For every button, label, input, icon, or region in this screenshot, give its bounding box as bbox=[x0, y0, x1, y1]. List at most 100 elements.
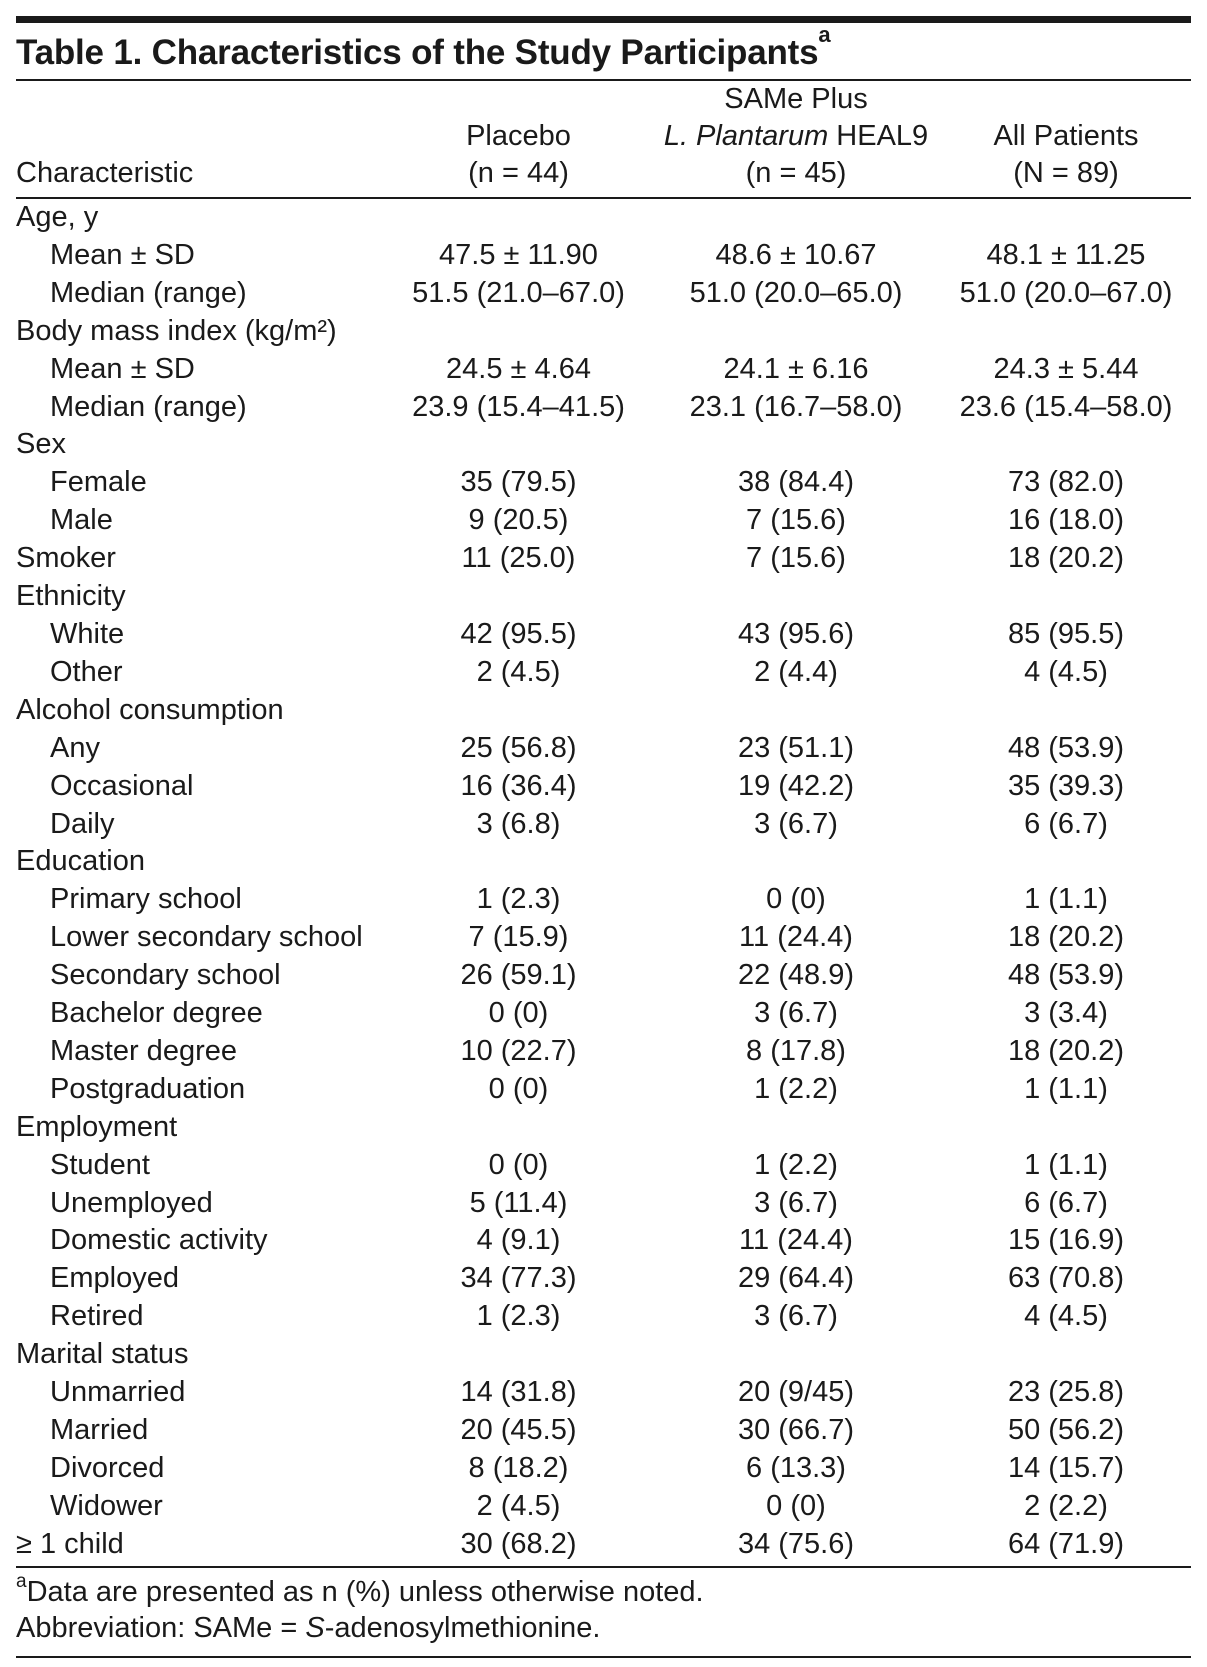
cell-placebo: 10 (22.7) bbox=[460, 1034, 577, 1067]
cell-all bbox=[941, 1336, 1191, 1374]
table-row: Divorced 8 (18.2) 6 (13.3) 14 (15.7) bbox=[16, 1450, 1191, 1488]
cell-same: 7 (15.6) bbox=[746, 504, 846, 537]
cell-placebo: 0 (0) bbox=[488, 1072, 549, 1105]
cell-all: 48 (53.9) bbox=[1007, 731, 1125, 764]
cell-all bbox=[941, 843, 1191, 881]
cell-placebo bbox=[386, 426, 651, 464]
cell-all: 23 (25.8) bbox=[1007, 1376, 1125, 1409]
header-characteristic: Characteristic bbox=[16, 157, 194, 189]
row-label: Body mass index (kg/m²) bbox=[16, 314, 337, 347]
table-row: Age, y bbox=[16, 199, 1191, 237]
title-rule bbox=[16, 79, 1191, 81]
cell-same: 22 (48.9) bbox=[737, 959, 855, 992]
cell-same: 3 (6.7) bbox=[754, 1300, 838, 1333]
table-row: Domestic activity 4 (9.1) 11 (24.4) 15 (16.… bbox=[16, 1222, 1191, 1260]
abbrev-rest: -adenosylmethionine. bbox=[324, 1611, 601, 1644]
cell-same: 51.0 (20.0–65.0) bbox=[689, 276, 903, 309]
cell-placebo: 42 (95.5) bbox=[460, 617, 577, 650]
table-title: Table 1. Characteristics of the Study Pa… bbox=[16, 24, 1191, 79]
cell-all bbox=[941, 199, 1191, 237]
cell-same bbox=[651, 578, 941, 616]
row-label: Married bbox=[50, 1414, 149, 1446]
table-row: Body mass index (kg/m²) bbox=[16, 313, 1191, 351]
cell-all: 16 (18.0) bbox=[1007, 504, 1125, 537]
cell-placebo: 2 (4.5) bbox=[476, 1489, 561, 1522]
cell-all: 35 (39.3) bbox=[1007, 769, 1125, 802]
cell-placebo: 3 (6.8) bbox=[476, 807, 561, 840]
cell-placebo: 2 (4.5) bbox=[476, 655, 561, 688]
footnotes: aData are presented as n (%) unless othe… bbox=[16, 1572, 1191, 1646]
row-label: Sex bbox=[16, 428, 66, 461]
cell-placebo: 30 (68.2) bbox=[460, 1527, 577, 1560]
cell-all: 50 (56.2) bbox=[1007, 1414, 1125, 1446]
cell-same: 6 (13.3) bbox=[746, 1451, 846, 1484]
cell-all bbox=[941, 692, 1191, 730]
cell-placebo bbox=[386, 313, 651, 351]
cell-same: 1 (2.2) bbox=[754, 1148, 838, 1181]
cell-same: 8 (17.8) bbox=[746, 1034, 846, 1067]
cell-all: 6 (6.7) bbox=[1024, 807, 1108, 840]
header-same-n: (n = 45) bbox=[745, 157, 847, 189]
cell-same: 7 (15.6) bbox=[746, 542, 846, 575]
footnote-abbreviation: Abbreviation: SAMe = S-adenosylmethionin… bbox=[16, 1610, 1191, 1646]
row-label: Unemployed bbox=[50, 1186, 213, 1219]
cell-all: 1 (1.1) bbox=[1024, 1148, 1108, 1181]
row-label: Ethnicity bbox=[16, 580, 126, 613]
row-label: Employed bbox=[50, 1262, 179, 1295]
table-row: Sex bbox=[16, 426, 1191, 464]
table-row: Postgraduation 0 (0) 1 (2.2) 1 (1.1) bbox=[16, 1071, 1191, 1109]
row-label: Postgraduation bbox=[50, 1072, 246, 1105]
row-label: Lower secondary school bbox=[50, 921, 363, 954]
cell-placebo: 24.5 ± 4.64 bbox=[446, 352, 591, 385]
cell-same: 0 (0) bbox=[766, 1489, 826, 1522]
cell-same bbox=[651, 843, 941, 881]
table-row: Female 35 (79.5) 38 (84.4) 73 (82.0) bbox=[16, 464, 1191, 502]
document-page: Table 1. Characteristics of the Study Pa… bbox=[16, 0, 1191, 1658]
table-row: Occasional 16 (36.4) 19 (42.2) 35 (39.3) bbox=[16, 768, 1191, 806]
table-body: Age, y Mean ± SD 47.5 ± 11.90 48.6 ± 10.67 4… bbox=[16, 199, 1191, 1564]
cell-same: 30 (66.7) bbox=[737, 1414, 855, 1446]
cell-all: 64 (71.9) bbox=[1007, 1527, 1125, 1560]
row-label: Male bbox=[50, 504, 113, 537]
cell-all bbox=[941, 313, 1191, 351]
row-label: Any bbox=[50, 731, 100, 764]
table-row: Unemployed 5 (11.4) 3 (6.7) 6 (6.7) bbox=[16, 1185, 1191, 1223]
cell-all: 51.0 (20.0–67.0) bbox=[959, 276, 1173, 309]
row-label: ≥ 1 child bbox=[16, 1527, 124, 1560]
cell-placebo: 16 (36.4) bbox=[460, 769, 577, 802]
cell-placebo: 11 (25.0) bbox=[461, 542, 576, 575]
header-same-line1: SAMe Plus bbox=[724, 83, 868, 115]
header-same-strain: HEAL9 bbox=[828, 120, 929, 152]
cell-placebo: 35 (79.5) bbox=[460, 466, 577, 499]
row-label: Secondary school bbox=[50, 959, 281, 992]
table-row: Unmarried 14 (31.8) 20 (9/45) 23 (25.8) bbox=[16, 1374, 1191, 1412]
row-label: Smoker bbox=[16, 542, 116, 575]
table-row: Married 20 (45.5) 30 (66.7) 50 (56.2) bbox=[16, 1412, 1191, 1450]
row-label: Bachelor degree bbox=[50, 997, 263, 1030]
row-label: Mean ± SD bbox=[50, 352, 195, 385]
cell-same bbox=[651, 1336, 941, 1374]
abbrev-italic: S bbox=[305, 1611, 325, 1644]
cell-placebo: 26 (59.1) bbox=[460, 959, 577, 992]
header-same-line2: L. Plantarum HEAL9 bbox=[651, 118, 941, 155]
cell-same bbox=[651, 199, 941, 237]
table-row: Mean ± SD 47.5 ± 11.90 48.6 ± 10.67 48.1 ± … bbox=[16, 237, 1191, 275]
cell-same: 3 (6.7) bbox=[754, 1186, 838, 1219]
row-label: Age, y bbox=[16, 201, 99, 233]
cell-placebo: 14 (31.8) bbox=[460, 1376, 577, 1409]
cell-same bbox=[651, 426, 941, 464]
table-row: Other 2 (4.5) 2 (4.4) 4 (4.5) bbox=[16, 654, 1191, 692]
cell-same bbox=[651, 313, 941, 351]
row-label: Median (range) bbox=[50, 276, 247, 309]
table-title-text: Table 1. Characteristics of the Study Pa… bbox=[16, 33, 819, 72]
cell-same: 24.1 ± 6.16 bbox=[723, 352, 869, 385]
cell-all: 3 (3.4) bbox=[1024, 997, 1108, 1030]
header-placebo: Placebo (n = 44) bbox=[386, 81, 651, 197]
table-row: Median (range) 23.9 (15.4–41.5) 23.1 (16.7… bbox=[16, 389, 1191, 427]
row-label: Employment bbox=[16, 1110, 178, 1143]
cell-placebo: 5 (11.4) bbox=[469, 1186, 568, 1219]
cell-same: 0 (0) bbox=[766, 883, 826, 916]
table-row: Daily 3 (6.8) 3 (6.7) 6 (6.7) bbox=[16, 806, 1191, 844]
row-label: Master degree bbox=[50, 1034, 237, 1067]
table-row: Secondary school 26 (59.1) 22 (48.9) 48 (53… bbox=[16, 957, 1191, 995]
